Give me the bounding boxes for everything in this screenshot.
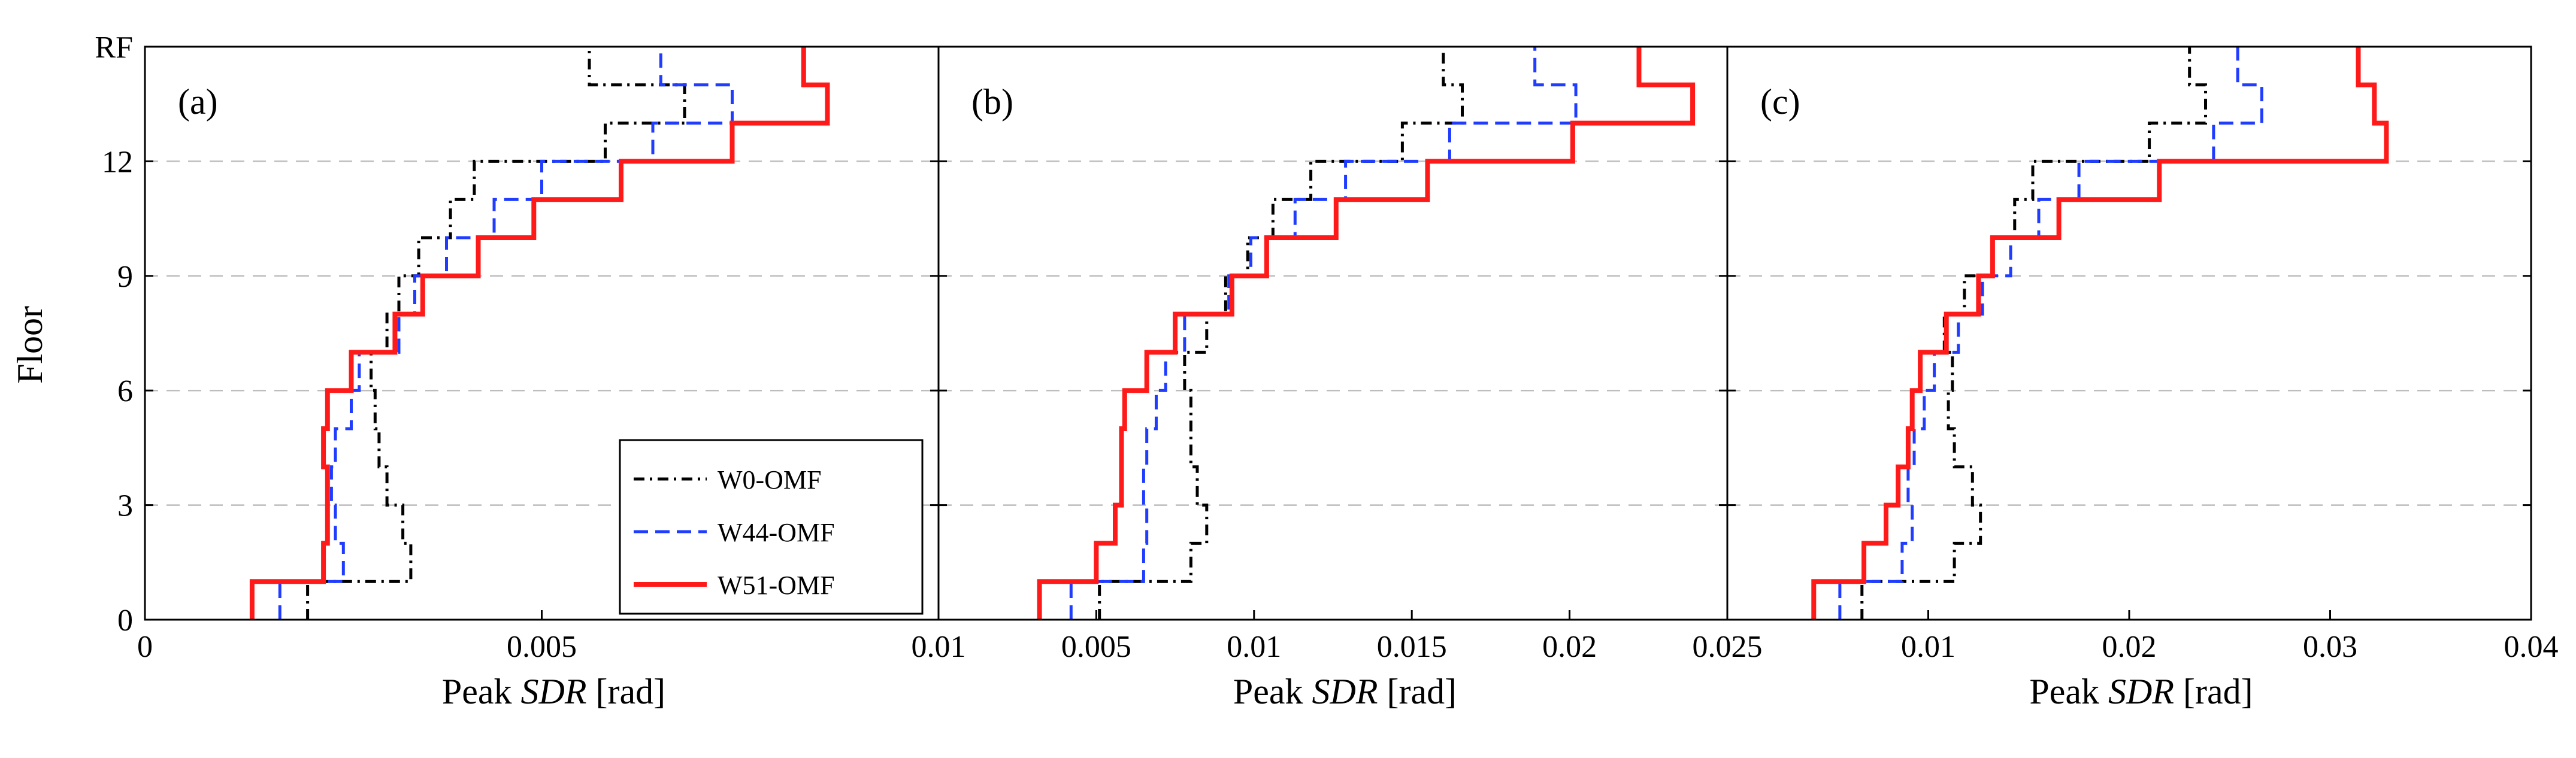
series-line-w51-omf — [1037, 47, 1696, 620]
x-axis-label: Peak SDR [rad] — [1233, 672, 1457, 711]
x-tick-label: 0.015 — [1377, 630, 1447, 664]
panel-c: 0.01 0.02 0.03 0.04 (c) Peak SDR [rad] — [1726, 46, 2559, 711]
panel-label: (a) — [178, 82, 218, 122]
x-tick-label: 0.03 — [2303, 630, 2357, 664]
y-tick-label: 6 — [117, 374, 133, 408]
legend-label: W51-OMF — [718, 571, 835, 600]
x-tick-label: 0.01 — [912, 630, 966, 664]
panel-label: (c) — [1760, 82, 1800, 122]
x-tick-label: 0.01 — [1227, 630, 1281, 664]
y-tick-label: 3 — [117, 489, 133, 523]
y-tick-label: 12 — [102, 145, 133, 179]
x-axis-label: Peak SDR [rad] — [442, 672, 665, 711]
x-axis-label: Peak SDR [rad] — [2029, 672, 2253, 711]
panel-label: (b) — [971, 82, 1013, 122]
legend: W0-OMF W44-OMF W51-OMF — [619, 439, 924, 615]
x-tick-label: 0.02 — [1542, 630, 1597, 664]
series-line-w51-omf — [249, 47, 830, 620]
series-line-w44-omf — [1069, 47, 1578, 620]
x-tick-label: 0.04 — [2504, 630, 2559, 664]
legend-label: W0-OMF — [718, 465, 822, 495]
x-tick-label: 0.02 — [2102, 630, 2157, 664]
series-line-w0-omf — [306, 47, 686, 620]
y-tick-label: RF — [95, 31, 133, 65]
series-line-w44-omf — [1838, 47, 2263, 620]
legend-label: W44-OMF — [718, 518, 835, 547]
x-tick-label: 0 — [137, 630, 153, 664]
plot-frame — [1726, 46, 2532, 621]
x-tick-label: 0.025 — [1693, 630, 1763, 664]
x-tick-label: 0.005 — [507, 630, 577, 664]
plot-frame — [937, 46, 1729, 621]
x-tick-label: 0.01 — [1901, 630, 1956, 664]
y-tick-label: 0 — [117, 604, 133, 638]
y-tick-label: 9 — [117, 260, 133, 294]
series-line-w44-omf — [278, 47, 734, 620]
y-axis-label: Floor — [10, 306, 50, 384]
y-tick-labels: 0 3 6 9 12 RF — [95, 31, 133, 638]
x-tick-label: 0.005 — [1061, 630, 1131, 664]
series-line-w51-omf — [1811, 47, 2389, 620]
series-line-w0-omf — [1098, 47, 1464, 620]
panel-b: 0.005 0.01 0.015 0.02 0.025 (b) Peak SDR [rad] — [937, 46, 1763, 711]
